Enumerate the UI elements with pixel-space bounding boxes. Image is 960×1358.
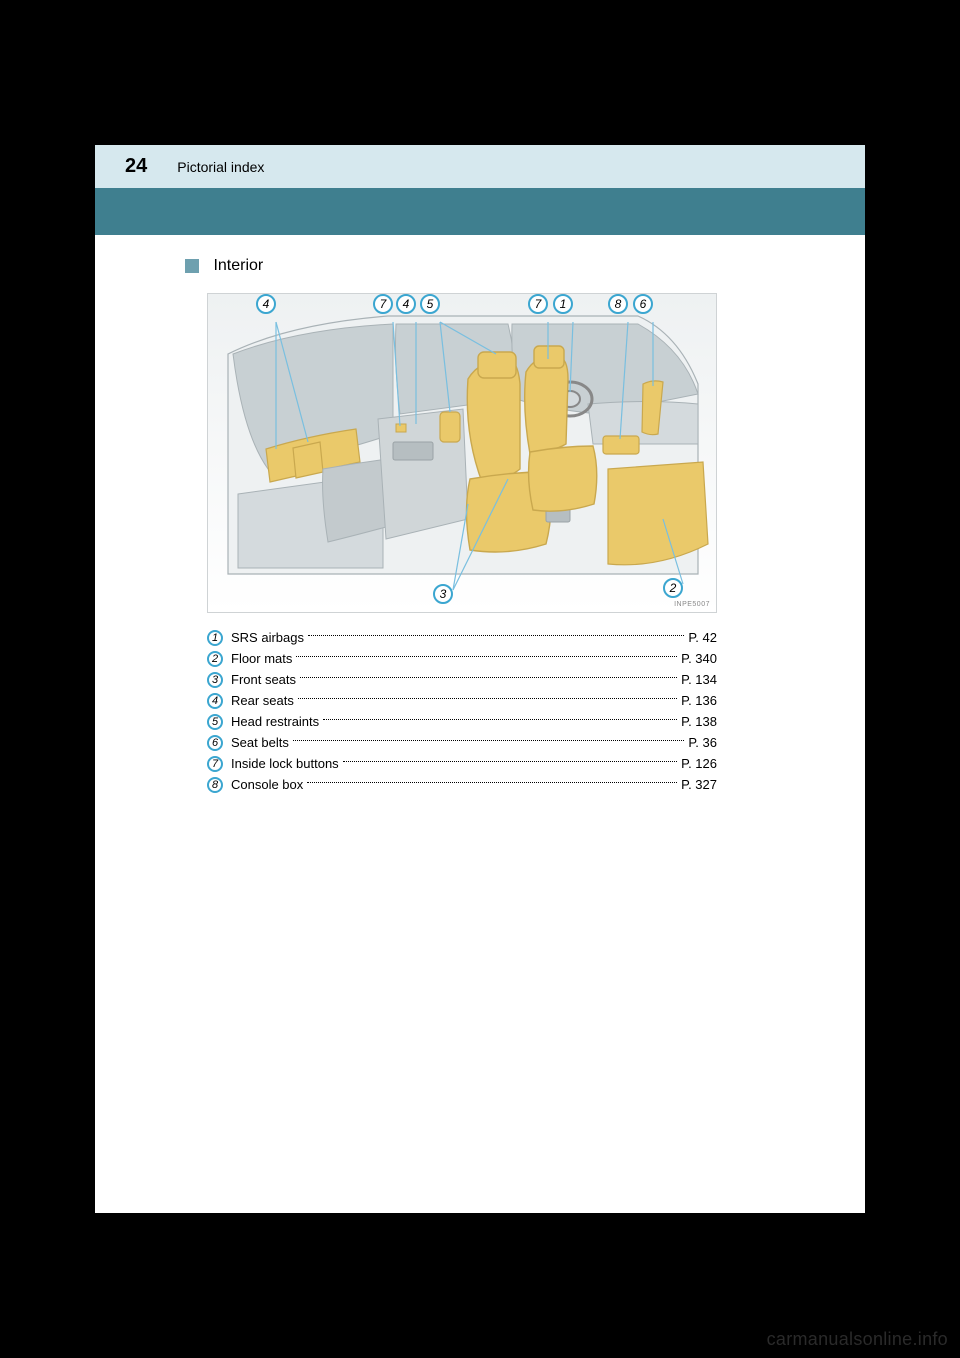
section-label: Interior [213,257,263,274]
dot-leader [300,677,677,678]
section-heading: Interior [185,257,865,275]
item-page: P. 134 [681,669,717,690]
item-label: Inside lock buttons [231,753,339,774]
dot-leader [293,740,684,741]
item-page: P. 327 [681,774,717,795]
door-armrest [393,442,433,460]
item-label: Floor mats [231,648,292,669]
item-num-7: 7 [207,756,223,772]
rear-seat-split [293,442,323,478]
console-box [603,436,639,454]
item-num-3: 3 [207,672,223,688]
header-bar: 24 Pictorial index [95,145,865,188]
center-headrest [440,412,460,442]
item-label: Seat belts [231,732,289,753]
dot-leader [308,635,684,636]
floor-mat [608,462,708,565]
manual-page: 24 Pictorial index Interior [95,145,865,1213]
dot-leader [343,761,677,762]
interior-diagram: 4 7 4 5 7 1 8 6 3 2 INPE5007 [207,293,717,613]
item-page: P. 136 [681,690,717,711]
passenger-headrest [534,346,564,368]
dot-leader [298,698,677,699]
item-num-4: 4 [207,693,223,709]
content-area: Interior [95,235,865,795]
item-page: P. 138 [681,711,717,732]
item-label: Front seats [231,669,296,690]
list-item: 7 Inside lock buttons P. 126 [207,753,717,774]
image-id: INPE5007 [674,601,710,608]
item-num-2: 2 [207,651,223,667]
item-page: P. 36 [688,732,717,753]
watermark: carmanualsonline.info [767,1329,948,1350]
list-item: 3 Front seats P. 134 [207,669,717,690]
passenger-seat-cushion [529,446,597,511]
item-num-6: 6 [207,735,223,751]
item-label: Rear seats [231,690,294,711]
item-label: SRS airbags [231,627,304,648]
item-label: Console box [231,774,303,795]
item-list: 1 SRS airbags P. 42 2 Floor mats P. 340 … [207,627,865,795]
square-bullet-icon [185,259,199,273]
item-num-5: 5 [207,714,223,730]
list-item: 2 Floor mats P. 340 [207,648,717,669]
item-page: P. 340 [681,648,717,669]
list-item: 8 Console box P. 327 [207,774,717,795]
list-item: 1 SRS airbags P. 42 [207,627,717,648]
item-page: P. 42 [688,627,717,648]
list-item: 5 Head restraints P. 138 [207,711,717,732]
passenger-seat-back [525,356,568,454]
inside-lock-btn [396,424,406,432]
list-item: 4 Rear seats P. 136 [207,690,717,711]
item-label: Head restraints [231,711,319,732]
dot-leader [323,719,677,720]
driver-headrest [478,352,516,378]
page-number: 24 [125,155,147,178]
item-num-1: 1 [207,630,223,646]
dot-leader [296,656,677,657]
item-num-8: 8 [207,777,223,793]
header-title: Pictorial index [177,159,264,175]
dot-leader [307,782,677,783]
list-item: 6 Seat belts P. 36 [207,732,717,753]
item-page: P. 126 [681,753,717,774]
teal-bar [95,188,865,235]
diagram-svg [208,294,718,614]
